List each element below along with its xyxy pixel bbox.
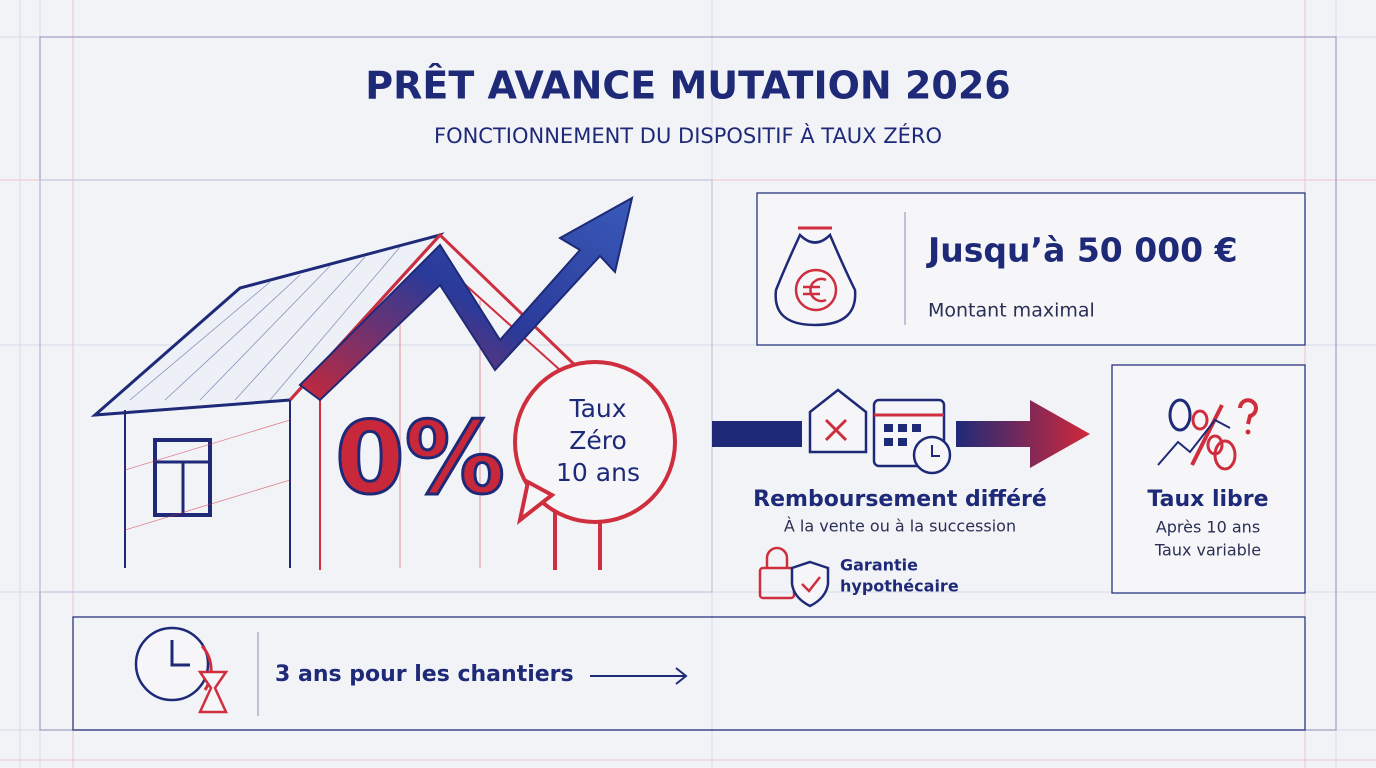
amount-card [756,192,1306,346]
rate-icon [1157,398,1258,471]
amount-caption: Montant maximal [928,300,1095,322]
subtitle: FONCTIONNEMENT DU DISPOSITIF À TAUX ZÉRO [434,123,942,148]
rate-title: Taux libre [1147,487,1268,512]
house-illustration [39,179,713,593]
timeline-arrow [590,667,688,685]
clock-icon [134,626,229,714]
speech-bubble [513,360,677,525]
rate-badge: 0% [335,399,505,516]
title: PRÊT AVANCE MUTATION 2026 [365,64,1010,108]
lock-shield-icon [758,546,830,608]
timeline-text: 3 ans pour les chantiers [275,662,574,687]
rate-line: Taux variable [1154,541,1261,560]
repayment-title: Remboursement différé [753,487,1047,512]
bubble-line: Zéro [569,426,627,455]
guarantee-line: Garantie [840,556,918,575]
bubble-line: 10 ans [556,458,640,487]
repayment-flow [712,388,1090,475]
rate-card [1111,364,1306,594]
amount-title: Jusqu’à 50 000 € [926,231,1238,270]
timeline-panel [72,616,1306,731]
rate-line: Après 10 ans [1156,518,1260,537]
bubble-line: Taux [568,394,626,423]
money-bag-icon [774,226,857,327]
guarantee-line: hypothécaire [840,577,959,596]
repayment-caption: À la vente ou à la succession [784,517,1016,536]
